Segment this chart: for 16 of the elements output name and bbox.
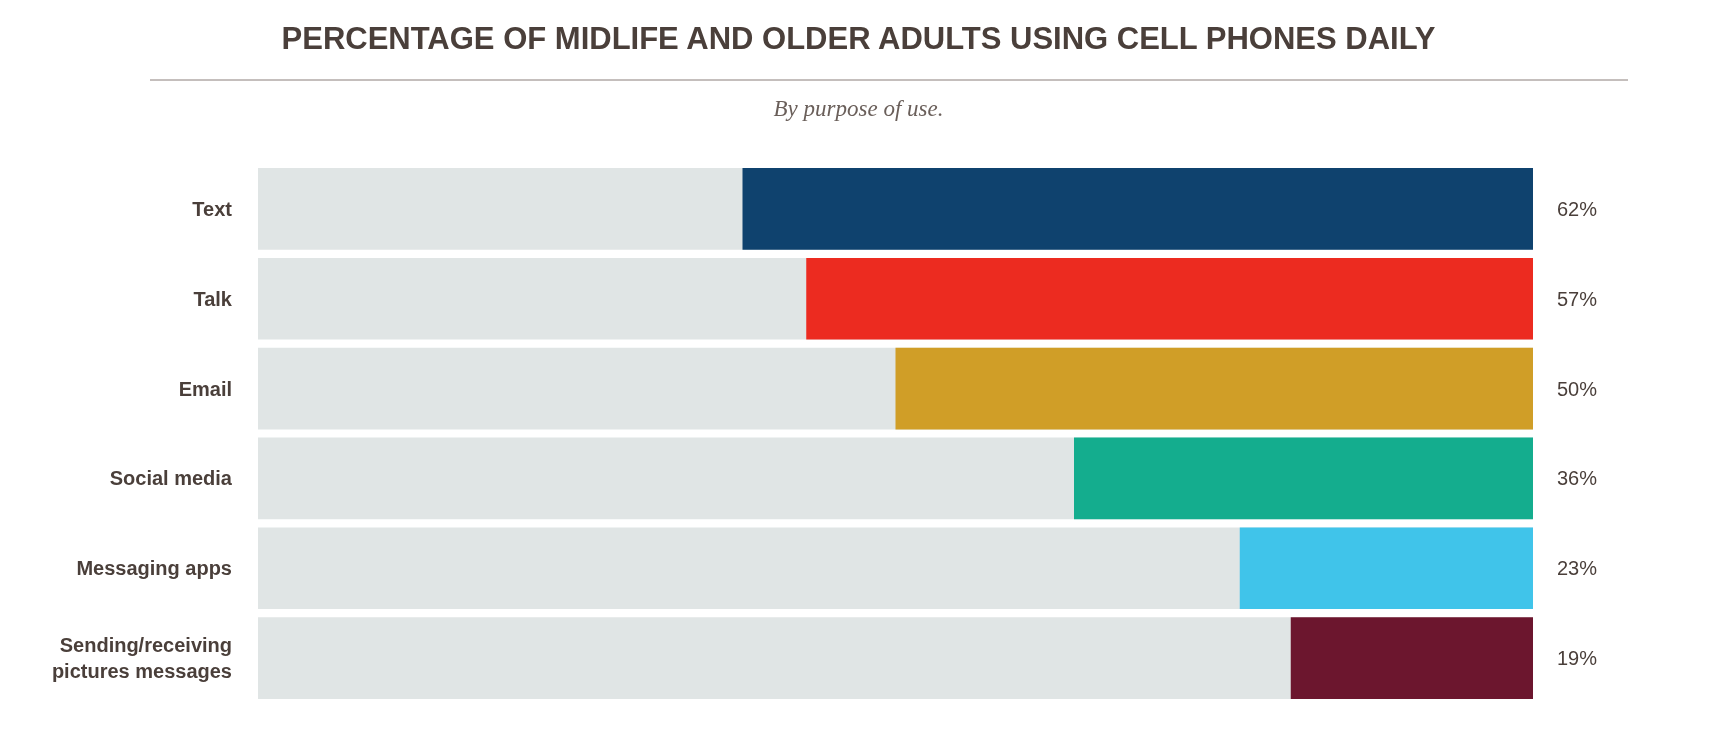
data-label: 57% <box>1557 287 1598 310</box>
y-tick-label: Messaging apps <box>76 557 232 580</box>
y-tick-label: Social media <box>109 467 233 490</box>
data-label: 50% <box>1557 377 1598 400</box>
data-label: 19% <box>1557 647 1598 670</box>
data-label: 36% <box>1557 467 1598 490</box>
data-label: 62% <box>1557 197 1598 220</box>
chart-subtitle: By purpose of use. <box>773 96 944 121</box>
data-label: 23% <box>1557 557 1598 580</box>
bar <box>1239 527 1533 610</box>
chart-title: PERCENTAGE OF MIDLIFE AND OLDER ADULTS USING CELL PHONES DAILY <box>281 21 1436 56</box>
y-tick-label: Sending/receiving pictures messages <box>51 634 232 683</box>
y-tick-label: Email <box>178 377 232 400</box>
y-tick-label: Text <box>192 197 233 220</box>
bar <box>1290 617 1533 699</box>
y-tick-label: Talk <box>193 287 233 310</box>
